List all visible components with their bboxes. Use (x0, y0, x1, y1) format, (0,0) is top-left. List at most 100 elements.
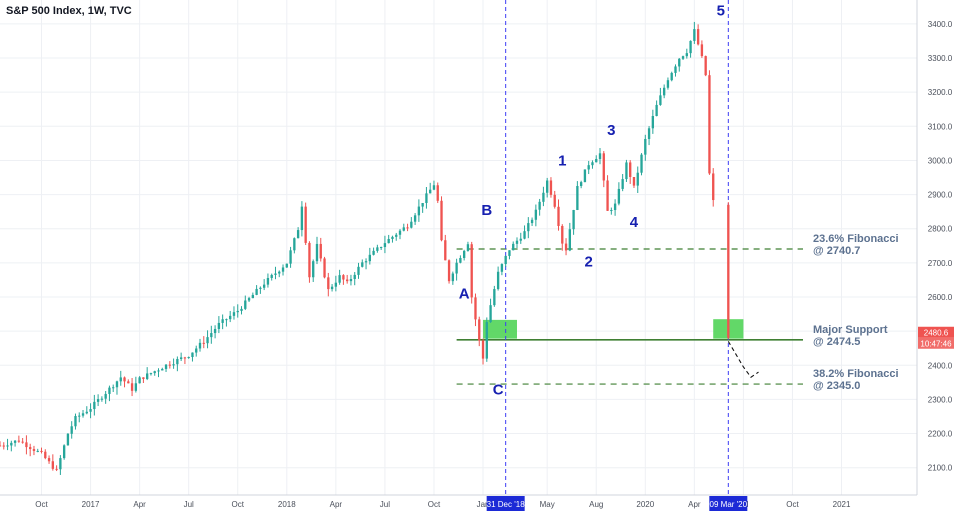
candle-body (138, 377, 141, 384)
candle-body (213, 328, 217, 334)
y-tick-label: 3200.0 (928, 88, 953, 97)
candle-body (670, 72, 673, 81)
wave-label: 5 (717, 2, 725, 19)
candle-body (606, 180, 609, 211)
candle-body (285, 263, 288, 268)
y-tick-label: 2100.0 (928, 464, 953, 473)
x-tick-label: Apr (133, 500, 146, 509)
level-labels: 23.6% Fibonacci@ 2740.7 Major Support@ 24… (813, 233, 899, 392)
wave-label: 4 (630, 214, 639, 231)
date-tag (486, 496, 525, 511)
x-tick-label: May (540, 500, 555, 509)
fib-23-6-label: 23.6% Fibonacci (813, 233, 899, 245)
candle-body (700, 44, 704, 57)
y-tick-label: 3400.0 (928, 20, 953, 29)
candle-body (315, 243, 319, 262)
candle-body (568, 229, 571, 251)
y-tick-label: 2900.0 (928, 191, 953, 200)
candle-body (693, 29, 696, 41)
candle-body (278, 271, 281, 274)
x-tick-label: Apr (688, 500, 701, 509)
price-axis[interactable]: 2100.02200.02300.02400.02500.02600.02700… (928, 20, 953, 473)
candle-body (432, 185, 436, 190)
candle-body (395, 234, 398, 237)
candle-body (598, 153, 602, 159)
candle-body (591, 162, 594, 166)
candle-body (549, 180, 553, 195)
y-tick-label: 2200.0 (928, 430, 953, 439)
candle-body (179, 357, 183, 360)
candle-body (459, 257, 462, 263)
y-tick-label: 2600.0 (928, 293, 953, 302)
countdown-tag (918, 337, 954, 349)
candle-body (534, 209, 538, 220)
candle-body (372, 250, 375, 255)
candle-body (602, 153, 605, 181)
x-tick-label: Oct (428, 500, 441, 509)
candle-body (10, 442, 13, 446)
candle-body (112, 387, 115, 389)
candle-body (85, 411, 88, 414)
candle-body (146, 373, 149, 379)
candle-body (25, 442, 28, 448)
candle-body (338, 275, 341, 283)
date-tag-label: 31 Dec '18 (487, 500, 526, 509)
candle-body (232, 312, 236, 316)
candle-body (640, 154, 643, 173)
candle-body (564, 243, 568, 251)
candle-body (21, 441, 24, 443)
candle-body (115, 381, 119, 388)
candle-body (161, 368, 164, 371)
y-tick-label: 3100.0 (928, 122, 953, 131)
candle-body (157, 370, 160, 372)
candle-body (613, 203, 617, 211)
candle-body (323, 258, 326, 278)
candle-body (274, 273, 277, 275)
candle-body (100, 398, 104, 400)
candle-body (561, 225, 564, 244)
fib-38-2-value: @ 2345.0 (813, 380, 860, 392)
candle-body (632, 177, 636, 186)
candle-body (583, 169, 587, 183)
x-tick-label: 2017 (82, 500, 100, 509)
fib-23-6-value: @ 2740.7 (813, 245, 860, 257)
candle-body (481, 340, 485, 359)
candle-body (353, 274, 356, 280)
candle-body (644, 138, 647, 155)
candle-body (289, 250, 292, 264)
candle-body (281, 267, 285, 272)
candle-body (546, 180, 549, 193)
candle-body (0, 445, 2, 447)
candle-body (576, 185, 579, 210)
candle-body (436, 185, 439, 201)
candle-body (29, 447, 32, 450)
candle-body (357, 266, 360, 275)
vertical-markers (505, 0, 729, 495)
candle-body (349, 279, 353, 282)
candle-body (508, 250, 511, 256)
candle-body (466, 244, 470, 251)
y-tick-label: 3300.0 (928, 54, 953, 63)
candle-body (617, 188, 621, 204)
candle-body (342, 275, 345, 280)
candle-body (130, 383, 134, 391)
candle-body (96, 399, 100, 402)
candle-body (153, 371, 156, 374)
candle-body (425, 193, 428, 204)
candle-body (104, 393, 107, 399)
candle-body (387, 238, 390, 244)
x-tick-label: Jul (184, 500, 194, 509)
candle-body (221, 319, 224, 323)
candle-body (500, 264, 504, 272)
x-tick-label: Aug (589, 500, 603, 509)
candle-body (183, 357, 187, 359)
candle-body (206, 337, 209, 344)
candle-body (346, 279, 349, 282)
candle-body (36, 450, 39, 452)
candle-body (451, 273, 455, 282)
time-axis[interactable]: Oct 2017 Apr Jul Oct 2018 Apr Jul Oct Jan May Aug 20… (35, 500, 851, 509)
candle-body (304, 206, 307, 243)
candle-body (247, 298, 251, 301)
candle-body (176, 359, 179, 365)
candle-body (312, 261, 315, 278)
